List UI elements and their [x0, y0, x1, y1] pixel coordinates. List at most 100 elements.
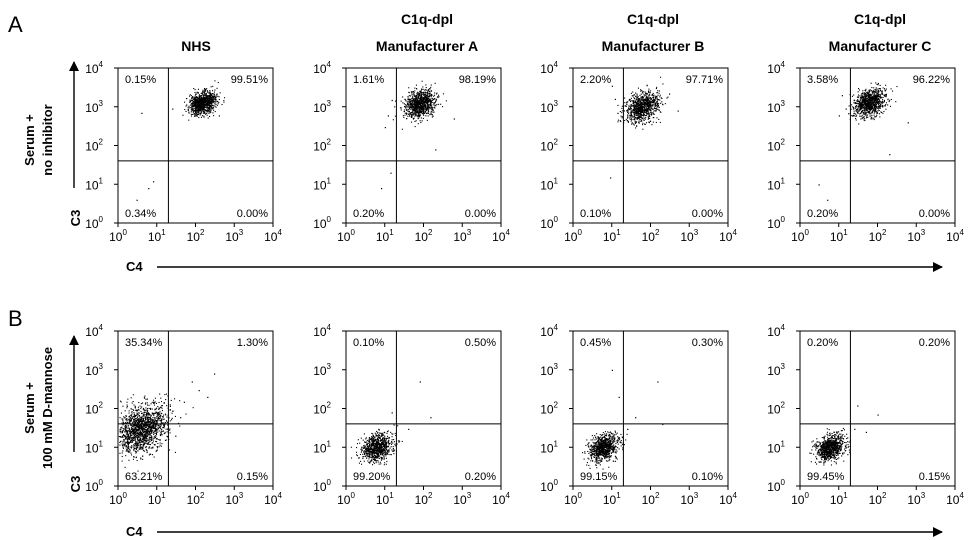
panel-a-2-event-835 — [423, 111, 425, 113]
panel-a-3-event-752 — [631, 116, 633, 118]
panel-a-3-event-728 — [639, 116, 641, 118]
panel-a-1-event-849 — [197, 97, 199, 99]
panel-a-3-event-897 — [656, 96, 658, 98]
panel-a-2-event-671 — [414, 100, 416, 102]
panel-a-2-event-841 — [415, 112, 417, 114]
panel-b-1-event-1223 — [142, 436, 144, 438]
panel-a-2-event-339 — [431, 106, 433, 108]
panel-a-1-event-312 — [200, 116, 202, 118]
panel-a-1-event-760 — [198, 108, 200, 110]
panel-a-4-event-474 — [880, 104, 882, 106]
panel-b-1-event-821 — [138, 408, 140, 410]
panel-a-3-event-659 — [636, 102, 638, 104]
panel-a-3-event-493 — [641, 90, 643, 92]
panel-b-1-event-499 — [142, 445, 144, 447]
panel-a-2-event-622 — [414, 100, 416, 102]
panel-b-1-event-780 — [142, 433, 144, 435]
panel-b-1-event-1178 — [141, 441, 143, 443]
panel-b-1-event-1134 — [148, 438, 150, 440]
panel-a-3-event-492 — [644, 95, 646, 97]
panel-a-3-event-136 — [660, 76, 662, 78]
panel-a-3-event-890 — [657, 103, 659, 105]
panel-b-1-event-1045 — [138, 412, 140, 414]
panel-b-1-event-569 — [153, 433, 155, 435]
panel-a-3-event-838 — [644, 101, 646, 103]
panel-a-3-event-696 — [656, 98, 658, 100]
panel-a-4-event-737 — [864, 107, 866, 109]
panel-a-3-event-745 — [631, 119, 633, 121]
panel-a-3-event-629 — [646, 92, 648, 94]
panel-a-4-event-336 — [868, 95, 870, 97]
panel-a-3-event-831 — [646, 113, 648, 115]
panel-a-4-event-891 — [873, 90, 875, 92]
panel-a-3-event-785 — [643, 104, 645, 106]
panel-a-4-event-611 — [859, 106, 861, 108]
panel-a-1-event-666 — [203, 102, 205, 104]
panel-b-1-event-691 — [125, 427, 127, 429]
panel-a-3-event-676 — [629, 114, 631, 116]
panel-a-3-event-748 — [627, 120, 629, 122]
panel-a-3-event-512 — [633, 113, 635, 115]
panel-b-1-event-646 — [136, 446, 138, 448]
panel-a-4-event-861 — [876, 97, 878, 99]
panel-a-4-event-707 — [885, 84, 887, 86]
panel-a-2-event-382 — [432, 107, 434, 109]
panel-a-1-event-756 — [200, 106, 202, 108]
panel-a-4-event-592 — [885, 88, 887, 90]
panel-a-2-event-271 — [423, 100, 425, 102]
panel-a-2-event-885 — [419, 111, 421, 113]
panel-a-1-event-892 — [199, 104, 201, 106]
panel-a-3-event-346 — [648, 113, 650, 115]
panel-a-4-event-505 — [864, 95, 866, 97]
panel-a-4-event-661 — [857, 111, 859, 113]
panel-a-2-event-793 — [409, 107, 411, 109]
panel-a-4-event-547 — [878, 94, 880, 96]
panel-b-1-event-514 — [135, 426, 137, 428]
panel-a-2-event-582 — [409, 101, 411, 103]
panel-a-3-event-189 — [627, 117, 629, 119]
panel-a-2-event-135 — [416, 106, 418, 108]
panel-a-1-event-1 — [198, 111, 200, 113]
panel-a-4-event-881 — [860, 104, 862, 106]
panel-a-1-event-341 — [210, 93, 212, 95]
panel-a-1-event-605 — [209, 91, 211, 93]
panel-b-1-event-341 — [129, 415, 131, 417]
panel-b-1-event-975 — [154, 435, 156, 437]
panel-a-1-event-712 — [201, 108, 203, 110]
panel-a-1-event-740 — [205, 110, 207, 112]
panel-a-4-event-893 — [860, 99, 862, 101]
panel-a-2-x-tick-label-1: 101 — [376, 228, 394, 244]
panel-a-1-event-769 — [200, 105, 202, 107]
panel-b-1-event-582 — [137, 429, 139, 431]
panel-a-2-event-784 — [425, 113, 427, 115]
panel-a-2-event-664 — [422, 112, 424, 114]
panel-a-4-event-115 — [864, 92, 866, 94]
panel-a-2-event-805 — [422, 92, 424, 94]
panel-b-1-event-1067 — [148, 439, 150, 441]
panel-b-1-event-991 — [126, 441, 128, 443]
panel-a-3-event-484 — [641, 96, 643, 98]
panel-a-3-event-467 — [647, 110, 649, 112]
panel-b-1-event-227 — [165, 428, 167, 430]
panel-a-3-event-606 — [661, 97, 663, 99]
panel-a-3-event-14 — [632, 109, 634, 111]
panel-a-1-event-285 — [218, 101, 220, 103]
panel-a-3-event-101 — [630, 105, 632, 107]
panel-a-1-event-608 — [208, 109, 210, 111]
panel-a-2-event-874 — [419, 100, 421, 102]
panel-b-1-event-479 — [148, 418, 150, 420]
panel-a-3-event-431 — [637, 99, 639, 101]
panel-a-3-event-358 — [632, 95, 634, 97]
panel-a-2-event-231 — [426, 106, 428, 108]
panel-a-1-event-670 — [193, 115, 195, 117]
panel-a-2-event-528 — [395, 100, 397, 102]
panel-b-1-event-82 — [125, 455, 127, 457]
panel-a-4-event-846 — [872, 97, 874, 99]
panel-a-4-event-681 — [880, 105, 882, 107]
panel-a-3-event-587 — [635, 112, 637, 114]
panel-a-4-event-841 — [876, 95, 878, 97]
panel-a-3-event-778 — [646, 104, 648, 106]
panel-a-1-event-404 — [221, 104, 223, 106]
panel-a-3-event-768 — [624, 97, 626, 99]
panel-a-2-event-778 — [424, 96, 426, 98]
